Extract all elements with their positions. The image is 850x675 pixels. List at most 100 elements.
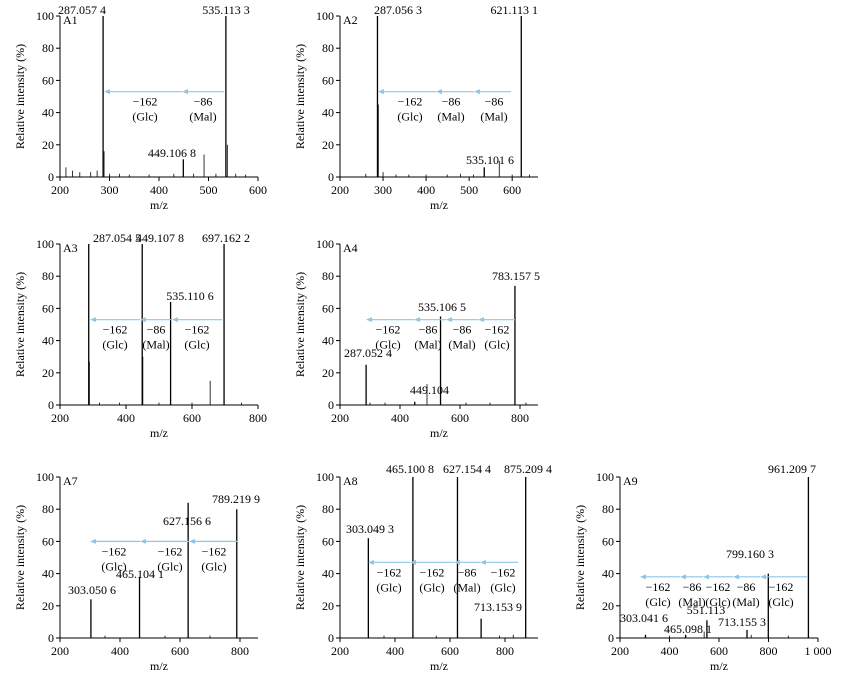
- panel-label: A3: [63, 241, 78, 255]
- y-tick-label: 20: [602, 599, 614, 613]
- loss-arrowhead: [446, 317, 452, 323]
- y-tick-label: 20: [42, 366, 54, 380]
- chart-panel-a2: 0 20 40 60 80 100 200 300 400 500 600 m/z Relative i…: [293, 3, 538, 212]
- x-tick-label: 600: [249, 183, 267, 197]
- panel-label: A9: [623, 474, 638, 488]
- loss-sugar-label: (Glc): [490, 580, 515, 594]
- loss-delta-label: −162: [769, 580, 794, 594]
- x-tick-label: 200: [51, 644, 69, 658]
- chart-panel-a1: 0 20 40 60 80 100 200 300 400 500 600 m/z Relative i…: [13, 3, 267, 212]
- y-tick-label: 20: [322, 599, 334, 613]
- loss-arrowhead: [454, 559, 460, 565]
- loss-delta-label: −162: [646, 580, 671, 594]
- y-tick-label: 40: [322, 334, 334, 348]
- loss-delta-label: −86: [458, 565, 477, 579]
- peak-label: 449.106 8: [148, 146, 196, 160]
- x-tick-label: 800: [760, 644, 778, 658]
- peak-label: 449.104: [410, 383, 449, 397]
- loss-delta-label: −86: [737, 580, 756, 594]
- y-tick-label: 80: [42, 269, 54, 283]
- loss-delta-label: −86: [147, 323, 166, 337]
- peak-label: 627.154 4: [443, 462, 491, 476]
- loss-delta-label: −162: [377, 565, 402, 579]
- loss-delta-label: −162: [706, 580, 731, 594]
- peak-label: 465.104 1: [116, 567, 164, 581]
- loss-sugar-label: (Glc): [419, 580, 444, 594]
- x-axis-label: m/z: [150, 659, 168, 673]
- x-tick-label: 600: [183, 411, 201, 425]
- x-axis-label: m/z: [430, 426, 448, 440]
- loss-sugar-label: (Mal): [448, 338, 475, 352]
- chart-panel-a9: 0 20 40 60 80 100 200 400 600 800 1 000 m/z Relative…: [573, 462, 832, 673]
- y-tick-label: 100: [36, 9, 54, 23]
- peak-label: 465.100 8: [386, 462, 434, 476]
- x-tick-label: 600: [503, 183, 521, 197]
- peak-label: 303.049 3: [346, 522, 394, 536]
- x-tick-label: 400: [386, 644, 404, 658]
- loss-delta-label: −86: [419, 323, 438, 337]
- x-tick-label: 1 000: [805, 644, 832, 658]
- loss-arrowhead: [140, 317, 146, 323]
- y-tick-label: 100: [36, 470, 54, 484]
- y-tick-label: 0: [48, 631, 54, 645]
- peak-label: 535.110 6: [166, 289, 214, 303]
- y-tick-label: 100: [316, 237, 334, 251]
- loss-delta-label: −162: [102, 544, 127, 558]
- peak-label: 303.050 6: [68, 583, 116, 597]
- x-tick-label: 800: [231, 644, 249, 658]
- loss-arrowhead: [733, 574, 739, 580]
- peak-label: 465.098 1: [664, 622, 712, 636]
- x-tick-label: 400: [661, 644, 679, 658]
- y-tick-label: 100: [316, 9, 334, 23]
- loss-arrowhead: [680, 574, 686, 580]
- y-tick-label: 40: [42, 567, 54, 581]
- x-tick-label: 200: [331, 411, 349, 425]
- x-axis-label: m/z: [430, 659, 448, 673]
- x-tick-label: 200: [51, 183, 69, 197]
- y-tick-label: 60: [322, 301, 334, 315]
- loss-sugar-label: (Glc): [376, 580, 401, 594]
- x-axis-label: m/z: [430, 198, 448, 212]
- x-axis-label: m/z: [710, 659, 728, 673]
- loss-sugar-label: (Glc): [645, 595, 670, 609]
- loss-arrowhead: [703, 574, 709, 580]
- loss-arrowhead: [366, 317, 372, 323]
- peak-label: 535.113 3: [202, 3, 250, 17]
- y-tick-label: 80: [322, 502, 334, 516]
- loss-sugar-label: (Mal): [414, 338, 441, 352]
- y-tick-label: 60: [42, 73, 54, 87]
- y-axis-label: Relative intensity (%): [13, 44, 27, 149]
- y-tick-label: 0: [328, 170, 334, 184]
- y-tick-label: 80: [42, 41, 54, 55]
- loss-arrowhead: [760, 574, 766, 580]
- loss-sugar-label: (Glc): [375, 338, 400, 352]
- loss-sugar-label: (Glc): [101, 559, 126, 573]
- x-tick-label: 200: [51, 411, 69, 425]
- y-tick-label: 100: [316, 470, 334, 484]
- y-tick-label: 20: [322, 138, 334, 152]
- loss-arrowhead: [478, 317, 484, 323]
- y-tick-label: 0: [608, 631, 614, 645]
- loss-delta-label: −162: [158, 544, 183, 558]
- x-tick-label: 400: [117, 411, 135, 425]
- x-tick-label: 400: [150, 183, 168, 197]
- panel-label: A8: [343, 474, 358, 488]
- x-tick-label: 400: [391, 411, 409, 425]
- loss-delta-label: −86: [485, 95, 504, 109]
- loss-arrowhead: [378, 89, 384, 95]
- y-axis-label: Relative intensity (%): [293, 272, 307, 377]
- y-tick-label: 20: [42, 599, 54, 613]
- x-tick-label: 800: [511, 411, 529, 425]
- loss-delta-label: −162: [420, 565, 445, 579]
- peak-label: 713.153 9: [474, 600, 522, 614]
- loss-arrowhead: [474, 89, 480, 95]
- loss-delta-label: −162: [376, 323, 401, 337]
- y-tick-label: 0: [48, 170, 54, 184]
- x-tick-label: 300: [101, 183, 119, 197]
- peak-label: 697.162 2: [202, 231, 250, 245]
- x-tick-label: 800: [496, 644, 514, 658]
- y-tick-label: 0: [328, 398, 334, 412]
- y-tick-label: 0: [48, 398, 54, 412]
- x-tick-label: 200: [331, 644, 349, 658]
